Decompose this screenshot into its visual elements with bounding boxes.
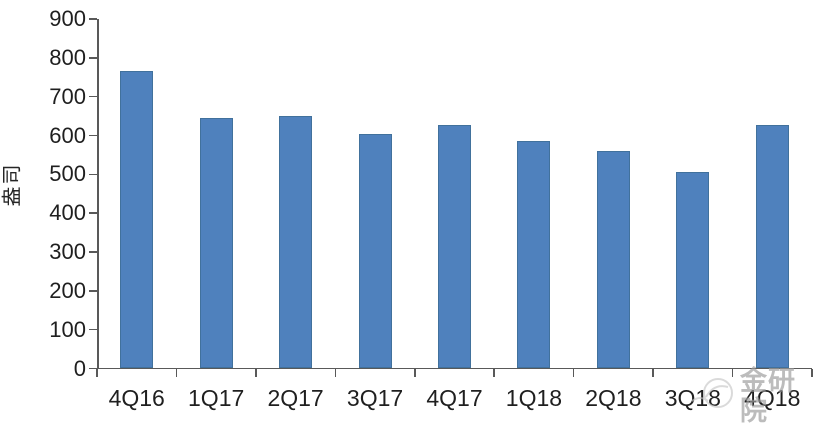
x-tick-mark [334,368,337,377]
x-tick-label: 2Q17 [267,385,324,411]
y-tick-label: 400 [49,200,86,226]
bar [279,116,313,369]
bar [517,141,551,369]
x-tick-mark [414,368,416,377]
x-tick-mark [96,368,98,377]
y-axis-line [97,19,99,369]
y-tick-label: 300 [49,239,86,264]
y-tick-label: 500 [49,161,86,187]
x-axis-line [97,367,812,370]
y-tick-mark [89,328,97,331]
y-tick-label: 900 [49,6,86,31]
x-tick-label: 1Q17 [188,385,245,411]
y-tick-mark [89,251,97,253]
x-tick-label: 4Q17 [426,385,483,411]
x-tick-label: 4Q18 [744,385,801,411]
y-tick-label: 800 [49,44,86,70]
y-tick-mark [89,173,97,176]
y-tick-label: 100 [49,316,86,342]
y-tick-mark [89,57,97,59]
x-tick-mark [652,368,654,377]
bar [120,71,154,369]
bar [755,124,789,369]
x-tick-mark [493,368,495,377]
y-tick-label: 600 [49,122,86,148]
bar [676,172,710,369]
x-tick-label: 1Q18 [505,385,563,411]
y-tick-mark [89,212,97,214]
bar [199,118,233,369]
x-tick-mark [255,368,257,377]
bar [358,133,392,369]
y-tick-mark [89,290,97,292]
y-tick-mark [89,95,97,98]
x-tick-label: 2Q18 [585,385,642,411]
y-tick-label: 700 [49,83,86,109]
y-tick-mark [89,134,97,137]
x-tick-mark [811,368,813,377]
y-tick-mark [89,367,97,370]
y-tick-mark [89,18,97,20]
y-tick-label: 200 [49,277,86,303]
x-tick-label: 3Q18 [664,385,721,411]
x-tick-mark [175,368,178,377]
x-tick-label: 4Q16 [108,385,165,411]
y-axis-title: 盎司 [1,162,24,207]
x-tick-mark [572,368,575,377]
x-tick-mark [731,368,734,377]
bar [438,124,471,369]
y-tick-label: 0 [73,355,86,381]
bar [596,151,630,369]
x-tick-label: 3Q17 [346,385,404,411]
